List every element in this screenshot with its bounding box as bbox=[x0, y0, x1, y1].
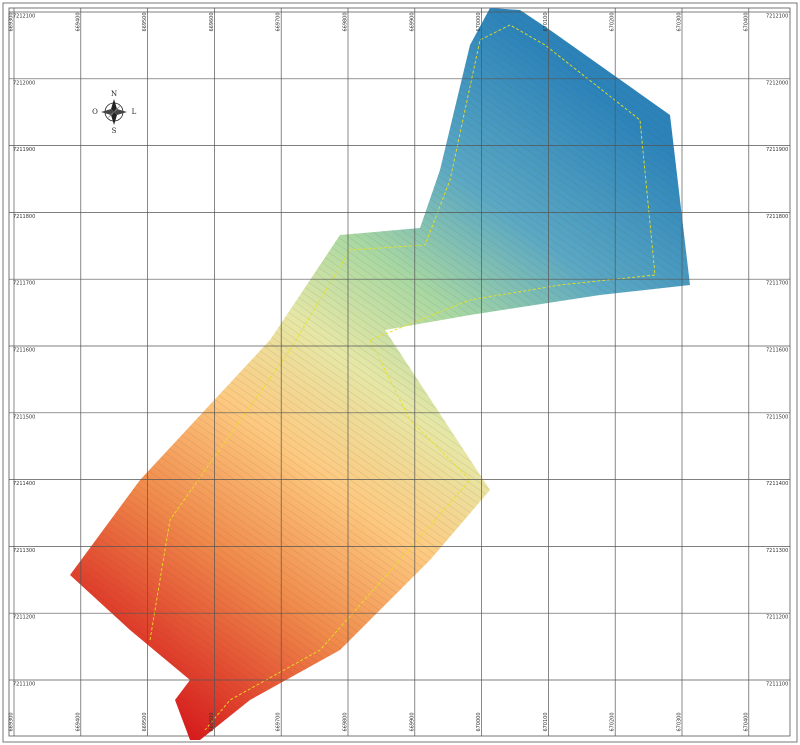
northing-label-left: 7211600 bbox=[13, 348, 35, 354]
compass-north: N bbox=[111, 90, 117, 98]
northing-label-left: 7212000 bbox=[13, 80, 35, 86]
easting-label-bottom: 669400 bbox=[75, 712, 81, 731]
terrain bbox=[70, 8, 690, 740]
northing-label-left: 7211400 bbox=[13, 481, 35, 487]
easting-label-top: 669800 bbox=[343, 12, 349, 31]
northing-label-right: 7211400 bbox=[766, 481, 788, 487]
northing-label-left: 7211200 bbox=[13, 615, 35, 621]
northing-label-right: 7211100 bbox=[766, 682, 788, 688]
easting-label-top: 670000 bbox=[476, 12, 482, 31]
easting-label-bottom: 670400 bbox=[743, 712, 749, 731]
easting-label-top: 669300 bbox=[9, 12, 15, 31]
northing-label-right: 7211800 bbox=[766, 214, 788, 220]
northing-label-left: 7211700 bbox=[13, 281, 35, 287]
easting-label-top: 670200 bbox=[610, 12, 616, 31]
easting-label-top: 670300 bbox=[677, 12, 683, 31]
easting-label-bottom: 670000 bbox=[476, 712, 482, 731]
inner-frame bbox=[8, 7, 791, 737]
northing-label-right: 7211900 bbox=[766, 147, 788, 153]
easting-label-top: 670400 bbox=[743, 12, 749, 31]
northing-label-right: 7212100 bbox=[766, 14, 788, 20]
northing-label-left: 7211800 bbox=[13, 214, 35, 220]
northing-label-right: 7211200 bbox=[766, 615, 788, 621]
northing-label-left: 7212100 bbox=[13, 14, 35, 20]
easting-label-top: 669500 bbox=[142, 12, 148, 31]
easting-label-bottom: 669900 bbox=[409, 712, 415, 731]
compass-south: S bbox=[112, 127, 117, 135]
compass-east: L bbox=[132, 108, 137, 116]
northing-label-right: 7211600 bbox=[766, 348, 788, 354]
easting-label-bottom: 669700 bbox=[276, 712, 282, 731]
northing-label-left: 7211300 bbox=[13, 548, 35, 554]
contour-lines bbox=[70, 8, 690, 740]
northing-label-left: 7211100 bbox=[13, 682, 35, 688]
northing-label-left: 7211900 bbox=[13, 147, 35, 153]
easting-label-top: 669400 bbox=[75, 12, 81, 31]
easting-label-top: 670100 bbox=[543, 12, 549, 31]
easting-label-top: 669900 bbox=[409, 12, 415, 31]
easting-label-bottom: 670300 bbox=[677, 712, 683, 731]
easting-label-bottom: 669500 bbox=[142, 712, 148, 731]
easting-label-bottom: 669800 bbox=[343, 712, 349, 731]
coordinate-grid: 669300 669300 669400 669400 669500 669500 6696… bbox=[9, 8, 790, 736]
easting-label-bottom: 670200 bbox=[610, 712, 616, 731]
compass-west: O bbox=[92, 108, 98, 116]
northing-label-right: 7211500 bbox=[766, 414, 788, 420]
easting-label-bottom: 669600 bbox=[209, 712, 215, 731]
easting-label-bottom: 669300 bbox=[9, 712, 15, 731]
northing-label-left: 7211500 bbox=[13, 414, 35, 420]
easting-label-top: 669700 bbox=[276, 12, 282, 31]
easting-label-top: 669600 bbox=[209, 12, 215, 31]
easting-label-bottom: 670100 bbox=[543, 712, 549, 731]
northing-label-right: 7211300 bbox=[766, 548, 788, 554]
northing-label-right: 7212000 bbox=[766, 80, 788, 86]
compass-rose: N S O L bbox=[92, 90, 137, 135]
northing-label-right: 7211700 bbox=[766, 281, 788, 287]
